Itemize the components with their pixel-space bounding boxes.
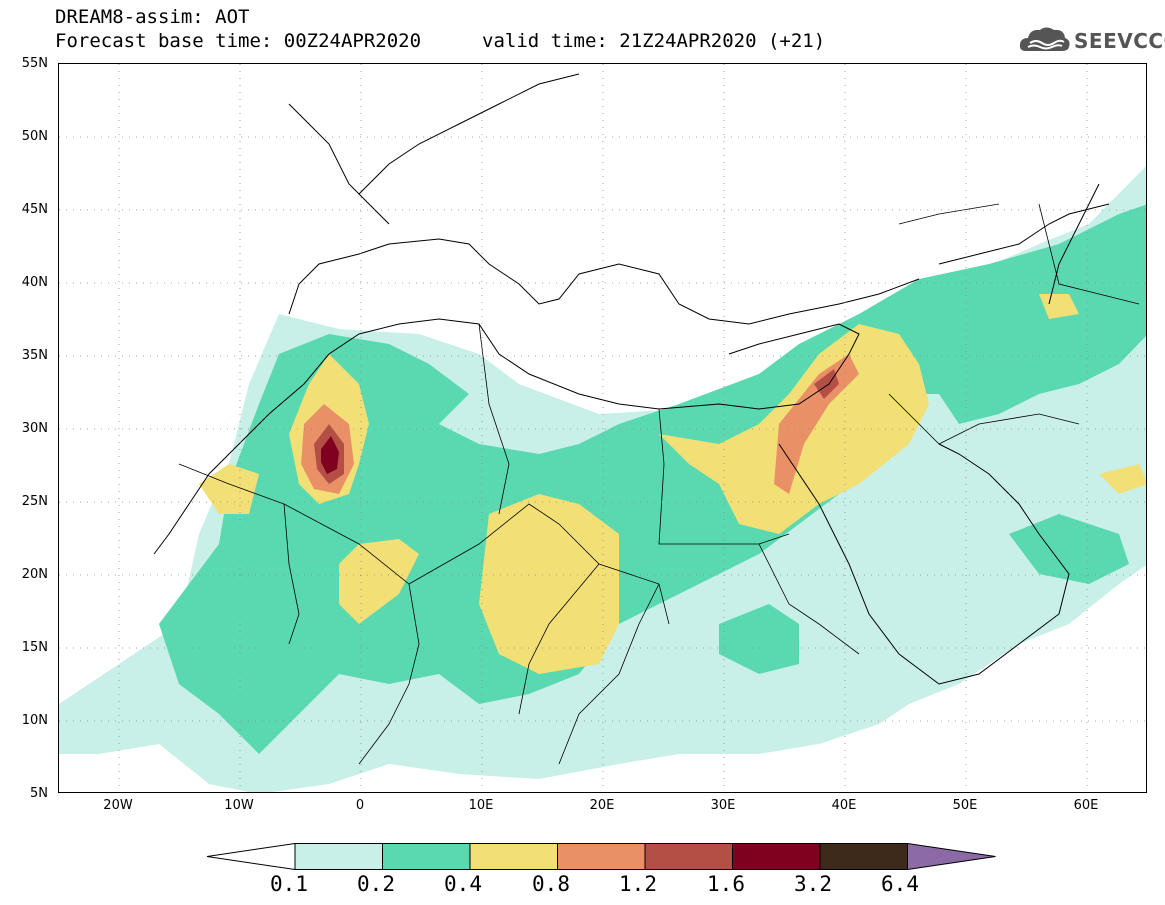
logo-text: SEEVCCC bbox=[1074, 29, 1165, 53]
lat-label-35n: 35N bbox=[21, 348, 48, 363]
lon-label-30e: 30E bbox=[710, 798, 736, 813]
map-canvas bbox=[59, 64, 1146, 792]
lat-label-45n: 45N bbox=[21, 202, 48, 217]
colorbar-over-arrow bbox=[907, 843, 996, 870]
lat-label-30n: 30N bbox=[21, 421, 48, 436]
map-title: DREAM8-assim: AOT bbox=[55, 6, 250, 28]
lon-label-50e: 50E bbox=[952, 798, 978, 813]
colorbar-segment-1 bbox=[294, 843, 383, 870]
lon-label-60e: 60E bbox=[1073, 798, 1099, 813]
country-borders bbox=[178, 203, 1140, 765]
lat-label-55n: 55N bbox=[21, 56, 48, 71]
lon-label-40e: 40E bbox=[831, 798, 857, 813]
aot-map bbox=[58, 63, 1147, 793]
seevccc-logo: SEEVCCC bbox=[1018, 22, 1165, 62]
colorbar-under-arrow bbox=[207, 843, 296, 870]
colorbar-label-3-2: 3.2 bbox=[794, 872, 832, 896]
lon-label-10w: 10W bbox=[224, 798, 254, 813]
colorbar-label-0-4: 0.4 bbox=[444, 872, 482, 896]
lon-label-10e: 10E bbox=[468, 798, 494, 813]
aot-colorbar bbox=[207, 843, 996, 870]
lat-label-15n: 15N bbox=[21, 640, 48, 655]
colorbar-segment-5 bbox=[644, 843, 733, 870]
colorbar-segment-3 bbox=[469, 843, 558, 870]
lat-label-20n: 20N bbox=[21, 567, 48, 582]
colorbar-label-1-2: 1.2 bbox=[619, 872, 657, 896]
lon-label-0: 0 bbox=[355, 798, 365, 813]
lat-label-10n: 10N bbox=[21, 713, 48, 728]
aot-band-1-6 bbox=[321, 436, 339, 474]
lon-label-20e: 20E bbox=[589, 798, 615, 813]
colorbar-label-0-8: 0.8 bbox=[532, 872, 570, 896]
forecast-base-time: Forecast base time: 00Z24APR2020 bbox=[55, 30, 422, 52]
coastlines bbox=[153, 73, 1110, 685]
colorbar-label-0-2: 0.2 bbox=[357, 872, 395, 896]
colorbar-segment-2 bbox=[382, 843, 471, 870]
colorbar-segment-6 bbox=[732, 843, 821, 870]
graticule bbox=[59, 64, 1146, 792]
lat-label-25n: 25N bbox=[21, 494, 48, 509]
cloud-icon bbox=[1019, 27, 1070, 51]
lat-label-5n: 5N bbox=[30, 786, 48, 801]
lon-label-20w: 20W bbox=[103, 798, 133, 813]
colorbar-label-6-4: 6.4 bbox=[881, 872, 919, 896]
colorbar-label-1-6: 1.6 bbox=[707, 872, 745, 896]
colorbar-segment-7 bbox=[819, 843, 908, 870]
lat-label-40n: 40N bbox=[21, 275, 48, 290]
lat-label-50n: 50N bbox=[21, 129, 48, 144]
colorbar-label-0-1: 0.1 bbox=[270, 872, 308, 896]
colorbar-segment-4 bbox=[557, 843, 646, 870]
valid-time: valid time: 21Z24APR2020 (+21) bbox=[482, 30, 826, 52]
